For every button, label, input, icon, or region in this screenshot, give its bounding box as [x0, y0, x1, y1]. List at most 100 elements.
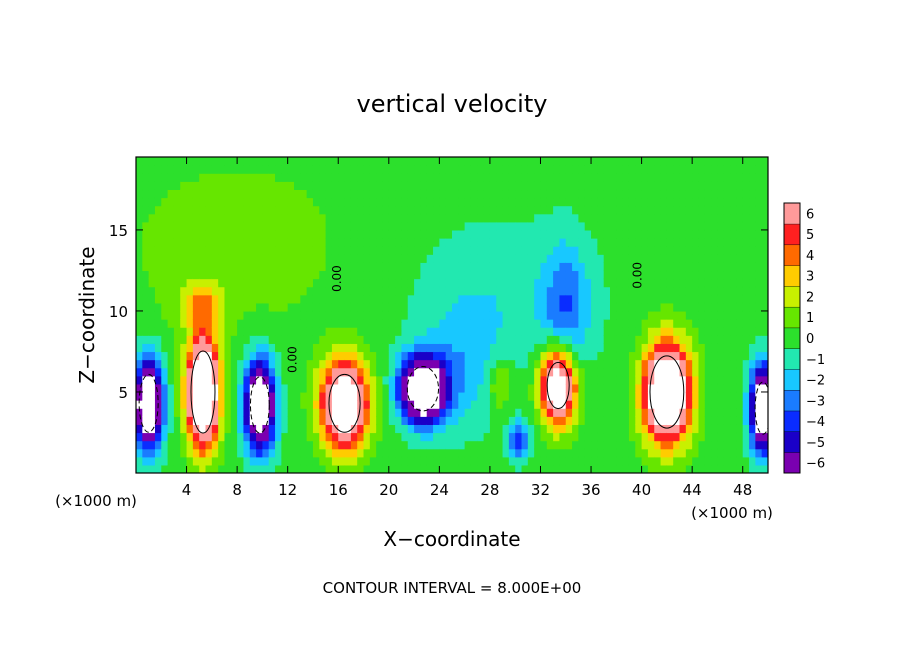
field-cell: [654, 205, 662, 215]
field-cell: [483, 197, 491, 207]
field-cell: [483, 440, 491, 450]
field-cell: [180, 440, 188, 450]
field-cell: [350, 416, 358, 425]
field-cell: [496, 375, 504, 385]
field-cell: [445, 343, 453, 353]
field-cell: [344, 448, 352, 458]
field-cell: [458, 229, 466, 239]
field-cell: [515, 270, 523, 280]
field-cell: [755, 375, 763, 385]
field-cell: [300, 270, 308, 280]
field-cell: [262, 367, 270, 377]
field-cell: [300, 343, 308, 353]
field-cell: [205, 464, 213, 473]
field-cell: [508, 238, 516, 247]
field-cell: [477, 286, 485, 296]
field-cell: [534, 246, 542, 255]
field-cell: [357, 335, 365, 344]
field-cell: [180, 319, 188, 328]
field-cell: [199, 416, 207, 425]
field-cell: [546, 448, 554, 458]
field-cell: [610, 448, 617, 458]
field-cell: [742, 424, 750, 434]
field-cell: [723, 424, 731, 434]
field-cell: [711, 343, 719, 353]
field-cell: [559, 278, 567, 288]
field-cell: [572, 310, 579, 320]
field-cell: [540, 181, 548, 191]
field-cell: [142, 302, 150, 312]
field-cell: [666, 238, 674, 247]
field-cell: [142, 173, 150, 182]
field-cell: [230, 343, 238, 353]
field-cell: [749, 400, 756, 409]
field-cell: [401, 302, 409, 312]
field-cell: [445, 181, 453, 191]
field-cell: [344, 262, 352, 272]
field-cell: [711, 359, 719, 369]
field-cell: [641, 335, 649, 344]
field-cell: [306, 456, 314, 466]
field-cell: [268, 262, 276, 272]
field-cell: [262, 456, 270, 466]
field-cell: [420, 254, 428, 263]
y-tick-label: 15: [109, 222, 128, 240]
field-cell: [199, 254, 207, 263]
field-cell: [414, 181, 421, 191]
field-cell: [205, 400, 213, 409]
field-cell: [376, 343, 384, 353]
field-cell: [382, 165, 390, 174]
field-cell: [433, 424, 440, 434]
field-cell: [698, 391, 706, 401]
field-cell: [628, 262, 636, 272]
field-cell: [736, 229, 744, 239]
field-cell: [534, 286, 542, 296]
field-cell: [186, 319, 194, 328]
field-cell: [622, 391, 630, 401]
field-cell: [376, 197, 384, 207]
field-cell: [224, 319, 232, 328]
field-cell: [489, 310, 497, 320]
field-cell: [540, 270, 548, 280]
field-cell: [685, 189, 693, 199]
field-cell: [186, 246, 194, 255]
field-cell: [148, 464, 156, 473]
field-cell: [344, 165, 352, 174]
field-cell: [508, 375, 516, 385]
field-cell: [300, 432, 308, 442]
field-cell: [414, 165, 421, 174]
field-cell: [281, 205, 289, 215]
field-cell: [755, 351, 763, 361]
field-cell: [521, 359, 529, 369]
field-cell: [660, 173, 668, 182]
field-cell: [312, 367, 320, 377]
field-cell: [546, 327, 554, 336]
field-cell: [312, 221, 320, 231]
field-cell: [723, 400, 731, 409]
field-cell: [211, 254, 219, 263]
field-cell: [363, 424, 371, 434]
field-cell: [414, 432, 421, 442]
field-cell: [369, 197, 377, 207]
field-cell: [294, 456, 301, 466]
field-cell: [470, 197, 478, 207]
field-cell: [628, 278, 636, 288]
field-cell: [660, 189, 668, 199]
field-cell: [407, 286, 415, 296]
field-cell: [224, 302, 232, 312]
field-cell: [445, 375, 453, 385]
field-cell: [610, 408, 617, 417]
field-cell: [515, 416, 523, 425]
field-cell: [749, 416, 756, 425]
field-cell: [508, 319, 516, 328]
field-cell: [685, 262, 693, 272]
field-cell: [742, 262, 750, 272]
field-cell: [167, 310, 175, 320]
field-cell: [496, 157, 504, 166]
field-cell: [180, 181, 188, 191]
field-cell: [628, 408, 636, 417]
field-cell: [136, 294, 143, 304]
field-cell: [319, 391, 327, 401]
field-cell: [237, 254, 245, 263]
field-cell: [369, 456, 377, 466]
